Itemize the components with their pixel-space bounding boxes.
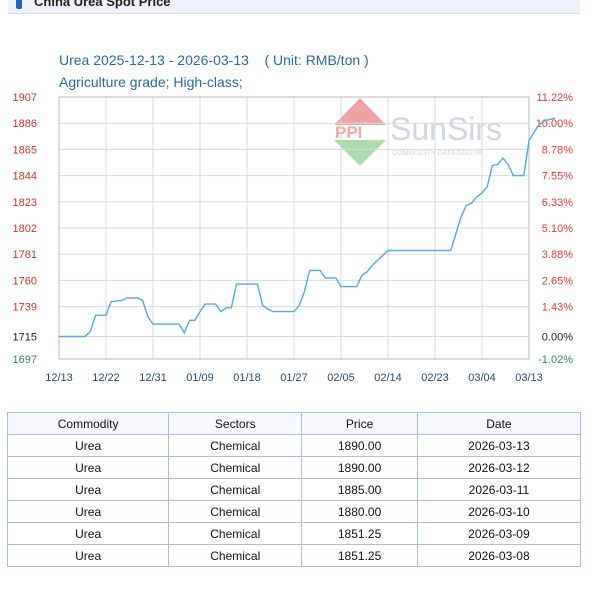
- panel-marker: [16, 0, 22, 9]
- y-tick-label: 1781: [13, 249, 37, 261]
- cell-sector: Chemical: [169, 457, 302, 478]
- cell-commodity: Urea: [8, 457, 169, 478]
- cell-commodity: Urea: [8, 523, 169, 544]
- x-tick-label: 01/09: [186, 372, 214, 384]
- cell-date: 2026-03-12: [417, 457, 580, 478]
- y-tick-label: 1739: [13, 302, 37, 314]
- table-header-row: Commodity Sectors Price Date: [8, 413, 580, 434]
- panel-header: China Urea Spot Price: [8, 0, 580, 14]
- x-tick-label: 02/05: [327, 372, 355, 384]
- x-tick-label: 12/22: [92, 372, 120, 384]
- x-tick-label: 12/13: [45, 372, 73, 384]
- x-tick-label: 02/23: [421, 372, 449, 384]
- cell-price: 1851.25: [302, 523, 417, 544]
- y-tick-label: 1697: [13, 354, 37, 366]
- watermark-logo-top: [334, 98, 386, 125]
- y2-tick-label: 6.33%: [542, 197, 573, 209]
- x-tick-label: 02/14: [374, 372, 402, 384]
- y-tick-label: 1823: [13, 197, 37, 209]
- x-tick-label: 01/27: [280, 372, 308, 384]
- watermark-brand: SunSirs: [390, 111, 502, 147]
- y2-tick-label: 8.78%: [542, 144, 573, 156]
- col-header-sectors: Sectors: [169, 413, 302, 434]
- x-tick-label: 03/13: [515, 372, 543, 384]
- cell-price: 1851.25: [302, 545, 417, 566]
- table-row: Urea Chemical 1851.25 2026-03-08: [8, 545, 580, 566]
- col-header-commodity: Commodity: [8, 413, 169, 434]
- sunsirs-watermark: PPI SunSirs COMMODITY DATA GROUP: [334, 98, 502, 166]
- y2-tick-label: 10.00%: [536, 118, 574, 130]
- cell-price: 1880.00: [302, 501, 417, 522]
- cell-date: 2026-03-10: [417, 501, 580, 522]
- y2-tick-label: 11.22%: [537, 92, 574, 104]
- panel-title: China Urea Spot Price: [34, 0, 171, 9]
- cell-date: 2026-03-08: [417, 545, 580, 566]
- series-line: [59, 117, 556, 338]
- price-table: Commodity Sectors Price Date Urea Chemic…: [7, 412, 581, 567]
- cell-date: 2026-03-13: [417, 435, 580, 456]
- cell-commodity: Urea: [8, 479, 169, 500]
- y-tick-label: 1886: [13, 118, 37, 130]
- y2-tick-label: 1.43%: [542, 302, 573, 314]
- y-tick-label: 1844: [13, 171, 37, 183]
- col-header-price: Price: [302, 413, 417, 434]
- y2-tick-label: 3.88%: [542, 249, 573, 261]
- y2-tick-label: 5.10%: [542, 223, 573, 235]
- y-tick-label: 1760: [13, 275, 37, 287]
- x-tick-label: 12/31: [139, 372, 167, 384]
- table-row: Urea Chemical 1890.00 2026-03-13: [8, 435, 580, 456]
- table-row: Urea Chemical 1890.00 2026-03-12: [8, 457, 580, 478]
- watermark-tagline: COMMODITY DATA GROUP: [392, 150, 483, 157]
- cell-commodity: Urea: [8, 435, 169, 456]
- y2-tick-label: 2.65%: [542, 275, 573, 287]
- y-tick-label: 1865: [13, 144, 37, 156]
- y2-tick-label: 0.00%: [542, 332, 573, 344]
- y-tick-label: 1715: [13, 332, 37, 344]
- cell-price: 1890.00: [302, 435, 417, 456]
- price-chart: PPI SunSirs COMMODITY DATA GROUP 1907 188…: [13, 92, 574, 384]
- watermark-logo-bottom: [334, 140, 386, 166]
- cell-sector: Chemical: [169, 501, 302, 522]
- chart-subtitle: Agriculture grade; High-class;: [59, 74, 243, 90]
- watermark-logo-text: PPI: [335, 123, 362, 142]
- table-row: Urea Chemical 1851.25 2026-03-09: [8, 523, 580, 544]
- cell-price: 1890.00: [302, 457, 417, 478]
- y2-tick-label: -1.02%: [538, 354, 573, 366]
- plot-frame: [58, 96, 530, 360]
- col-header-date: Date: [417, 413, 580, 434]
- cell-sector: Chemical: [169, 523, 302, 544]
- cell-commodity: Urea: [8, 545, 169, 566]
- cell-sector: Chemical: [169, 435, 302, 456]
- x-tick-label: 03/04: [468, 372, 496, 384]
- cell-date: 2026-03-09: [417, 523, 580, 544]
- x-tick-label: 01/18: [233, 372, 261, 384]
- y-tick-label: 1907: [13, 92, 37, 104]
- cell-date: 2026-03-11: [417, 479, 580, 500]
- cell-sector: Chemical: [169, 545, 302, 566]
- table-row: Urea Chemical 1885.00 2026-03-11: [8, 479, 580, 500]
- cell-price: 1885.00: [302, 479, 417, 500]
- y-tick-label: 1802: [13, 223, 37, 235]
- cell-commodity: Urea: [8, 501, 169, 522]
- y2-tick-label: 7.55%: [542, 171, 573, 183]
- chart-title: Urea 2025-12-13 - 2026-03-13 ( Unit: RMB…: [59, 52, 369, 68]
- cell-sector: Chemical: [169, 479, 302, 500]
- table-row: Urea Chemical 1880.00 2026-03-10: [8, 501, 580, 522]
